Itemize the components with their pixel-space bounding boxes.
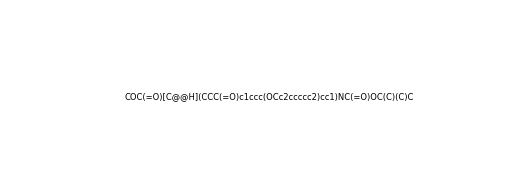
Text: COC(=O)[C@@H](CCC(=O)c1ccc(OCc2ccccc2)cc1)NC(=O)OC(C)(C)C: COC(=O)[C@@H](CCC(=O)c1ccc(OCc2ccccc2)cc… — [125, 93, 414, 101]
